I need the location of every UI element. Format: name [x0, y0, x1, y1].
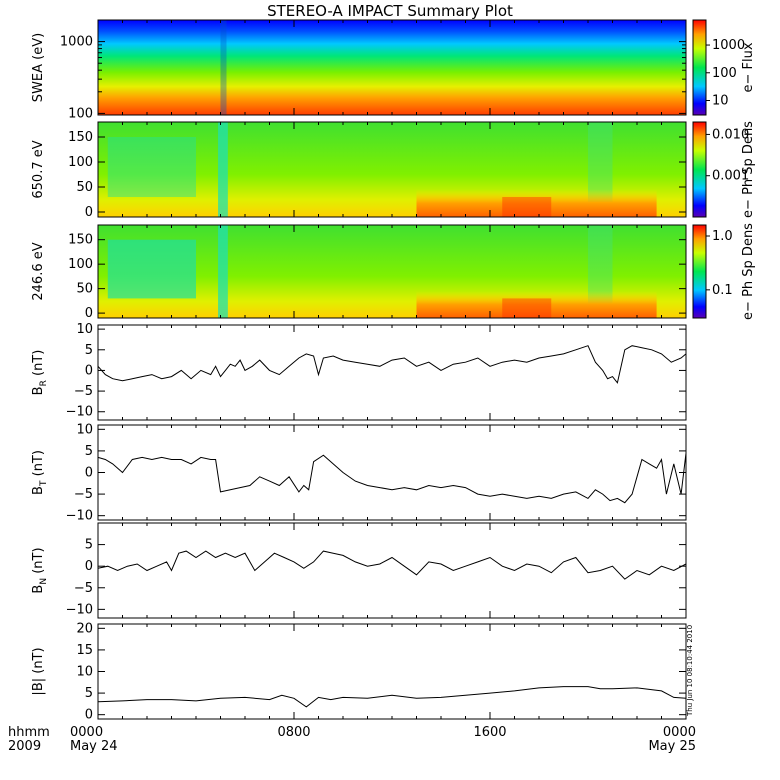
y-axis-title-main: B — [31, 585, 46, 594]
x-tick-sublabel: May 24 — [70, 739, 118, 754]
colorbar-title: e− Ph Sp Dens — [741, 223, 756, 320]
y-tick-label: 0 — [85, 363, 93, 378]
pad-gap-band — [588, 225, 613, 304]
panel-4: −10 −5 0 5 10 BR (nT) — [31, 322, 687, 421]
y-tick-label: −5 — [74, 581, 93, 596]
swea-spectrogram — [98, 20, 686, 115]
y-axis-title-main: B — [31, 386, 46, 395]
y-tick-label: 0 — [85, 708, 93, 723]
swea-dip-band — [220, 20, 227, 115]
panel-frame — [97, 424, 687, 521]
colorbar-2 — [692, 121, 707, 218]
y-tick-label: 20 — [76, 621, 93, 636]
colorbar-tick-label: 10 — [712, 94, 729, 109]
pad-low-region — [107, 137, 196, 197]
pad-peak-region — [502, 298, 552, 318]
panel-3: 0.1 1.0 e− Ph Sp Dens 0 50 100 150 246.6 eV — [31, 223, 756, 321]
y-tick-label: 10 — [76, 422, 93, 437]
pad-peak-region — [502, 197, 552, 217]
y-tick-label: −5 — [74, 487, 93, 502]
y-tick-label: 150 — [68, 130, 93, 145]
y-tick-label: 0 — [85, 306, 93, 321]
y-tick-label: −10 — [66, 602, 93, 617]
panel-frame — [97, 623, 687, 720]
panel-5: −10 −5 0 5 10 BT (nT) — [31, 422, 687, 524]
y-tick-label: 100 — [68, 155, 93, 170]
x-tick-label: 0000 — [663, 725, 696, 740]
y-tick-label: 5 — [85, 444, 93, 459]
pad-low-band — [218, 122, 228, 217]
y-tick-label: 50 — [76, 282, 93, 297]
y-tick-label: 100 — [68, 257, 93, 272]
plot-title: STEREO-A IMPACT Summary Plot — [267, 2, 513, 20]
y-tick-label: 5 — [85, 538, 93, 553]
pad-high-region — [416, 291, 657, 318]
y-tick-label: 10 — [76, 322, 93, 337]
colorbar-tick-label: 0.1 — [712, 283, 733, 298]
y-tick-label: 15 — [76, 643, 93, 658]
x-tick-sublabel: May 25 — [648, 739, 696, 754]
pad-gap-band — [588, 122, 613, 202]
colorbar-tick-label: 0.001 — [712, 169, 749, 184]
pad-high-region — [416, 189, 657, 217]
y-tick-label: 50 — [76, 180, 93, 195]
y-axis-title: |B| (nT) — [31, 647, 46, 695]
x-tick-label: 0000 — [70, 725, 103, 740]
timestamp-label: Thu Jun 10 08:10:44 2010 — [686, 625, 694, 717]
panel-6: −10 −5 0 5 BN (nT) — [31, 522, 687, 619]
y-axis-title: 650.7 eV — [31, 140, 46, 198]
colorbar-tick-label: 100 — [712, 66, 737, 81]
panel-frame — [97, 324, 687, 421]
y-tick-label: 10 — [76, 665, 93, 680]
y-axis-title-sub: N — [39, 578, 49, 585]
y-axis-title-unit: (nT) — [31, 547, 46, 577]
time-row-label: hhmm — [8, 725, 50, 740]
colorbar-3 — [692, 224, 707, 319]
colorbar-tick-label: 0.010 — [712, 127, 749, 142]
pad-low-region — [107, 239, 196, 299]
y-axis-title-sub: T — [39, 480, 49, 487]
year-row-label: 2009 — [8, 739, 41, 754]
y-tick-label: 1000 — [60, 35, 93, 50]
colorbar-title: e− Ph Sp Dens — [741, 121, 756, 218]
y-tick-label: 0 — [85, 466, 93, 481]
series-line — [97, 345, 687, 384]
y-tick-label: 5 — [85, 686, 93, 701]
x-tick-label: 0800 — [277, 725, 310, 740]
y-tick-label: −5 — [74, 384, 93, 399]
pad-low-band — [218, 225, 228, 318]
y-axis-title: BN (nT) — [31, 547, 49, 593]
series-line — [97, 686, 687, 708]
series-line — [97, 453, 687, 504]
y-axis-title: BR (nT) — [31, 350, 49, 396]
colorbar-tick-label: 1000 — [712, 38, 745, 53]
y-axis-title-unit: (nT) — [31, 450, 46, 480]
y-axis-title-unit: (nT) — [31, 350, 46, 380]
y-tick-label: 150 — [68, 233, 93, 248]
colorbar-tick-label: 1.0 — [712, 229, 733, 244]
y-tick-label: 5 — [85, 343, 93, 358]
panel-7: 0 5 10 15 20 |B| (nT) — [31, 621, 687, 723]
series-line — [97, 550, 687, 580]
y-tick-label: −10 — [66, 509, 93, 524]
y-axis-title: SWEA (eV) — [31, 33, 46, 102]
y-tick-label: −10 — [66, 405, 93, 420]
y-axis-title: BT (nT) — [31, 450, 49, 495]
x-tick-label: 1600 — [473, 725, 506, 740]
colorbar-title: e− Flux — [741, 42, 756, 92]
y-tick-label: 0 — [85, 559, 93, 574]
y-axis-title: 246.6 eV — [31, 242, 46, 300]
y-axis-title-sub: R — [39, 380, 49, 386]
colorbar-1 — [692, 19, 707, 116]
y-tick-label: 100 — [68, 106, 93, 121]
y-tick-label: 0 — [85, 205, 93, 220]
y-axis-title-main: B — [31, 486, 46, 495]
